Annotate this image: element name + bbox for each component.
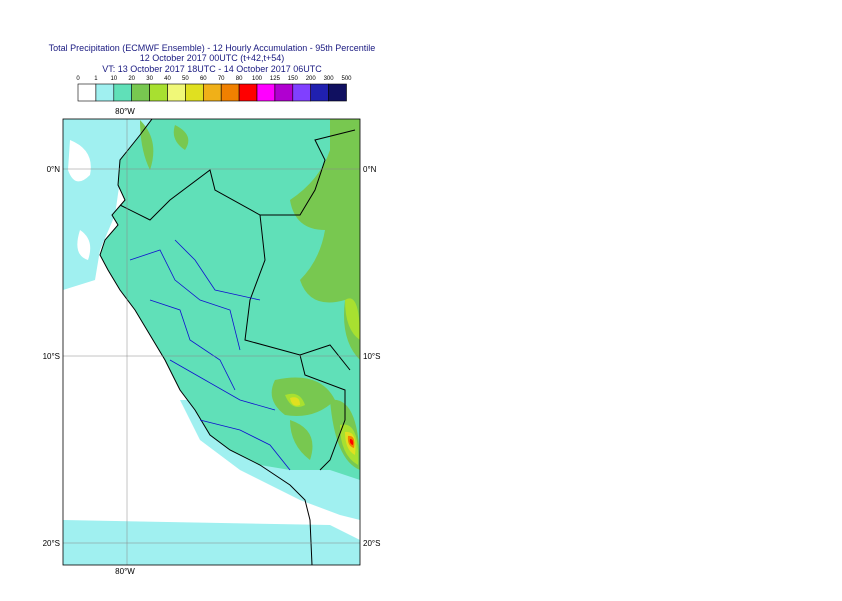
- legend-swatch: [274, 83, 294, 102]
- legend-swatch: [203, 83, 222, 102]
- legend-swatch: [238, 83, 258, 102]
- legend-swatch: [167, 83, 186, 102]
- legend-label: 40: [164, 76, 171, 82]
- legend-swatch: [149, 83, 168, 102]
- map-frame: [62, 118, 361, 566]
- legend-label: 20: [128, 76, 135, 82]
- legend-swatch: [95, 83, 115, 102]
- legend-label: 80: [236, 76, 243, 82]
- title: Total Precipitation (ECMWF Ensemble) - 1…: [49, 43, 376, 53]
- legend-label: 70: [218, 76, 225, 82]
- legend-label: 200: [306, 76, 317, 82]
- legend-label: 1: [94, 76, 98, 82]
- legend-swatch: [185, 83, 204, 102]
- valid-time: VT: 13 October 2017 18UTC - 14 October 2…: [102, 64, 322, 74]
- legend: 0 1 10 20 30 40 50 60 70 80 100 125 150 200 300 500: [76, 76, 352, 102]
- lon-label: 80°W: [115, 107, 135, 116]
- legend-swatch: [310, 83, 329, 102]
- legend-label: 150: [288, 76, 299, 82]
- lat-label: 0°N: [47, 165, 61, 174]
- legend-swatch: [220, 83, 240, 102]
- legend-label: 30: [146, 76, 153, 82]
- lat-label: 20°S: [363, 539, 380, 548]
- legend-label: 10: [110, 76, 117, 82]
- lat-label: 10°S: [363, 352, 380, 361]
- legend-swatch: [256, 83, 276, 102]
- lon-label: 80°W: [115, 567, 135, 576]
- legend-label: 500: [341, 76, 352, 82]
- lat-label: 10°S: [43, 352, 60, 361]
- lat-label: 0°N: [363, 165, 377, 174]
- legend-swatch: [113, 83, 133, 102]
- subtitle: 12 October 2017 00UTC (t+42,t+54): [140, 53, 285, 63]
- lat-label: 20°S: [43, 539, 60, 548]
- legend-swatch: [328, 83, 347, 102]
- legend-swatch: [292, 83, 311, 102]
- legend-label: 60: [200, 76, 207, 82]
- legend-label: 125: [270, 76, 281, 82]
- legend-label: 300: [324, 76, 335, 82]
- legend-label: 0: [76, 76, 80, 82]
- legend-label: 50: [182, 76, 189, 82]
- legend-swatch: [77, 83, 97, 102]
- legend-swatch: [131, 83, 150, 102]
- map: [63, 119, 360, 565]
- legend-label: 100: [252, 76, 263, 82]
